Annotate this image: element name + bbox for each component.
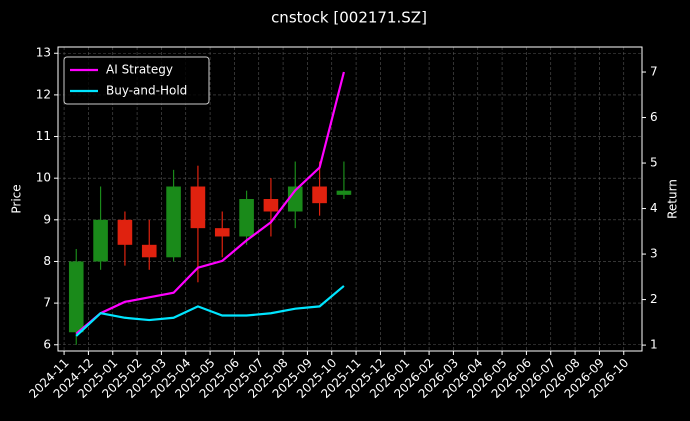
y2-tick-label: 5 (650, 156, 658, 170)
legend-label: Buy-and-Hold (106, 84, 187, 98)
candle-body (312, 186, 327, 204)
candle-body (117, 219, 133, 245)
candle-body (141, 244, 157, 258)
candle-body (263, 199, 279, 212)
plot-frame (57, 46, 643, 352)
candle-body (68, 261, 84, 333)
y-tick-label: 10 (36, 171, 51, 185)
y2-tick-label: 2 (650, 292, 658, 306)
candle-body (287, 186, 303, 212)
y2-tick-label: 3 (650, 247, 658, 261)
legend-label: AI Strategy (106, 63, 173, 77)
candle-body (190, 186, 206, 229)
y2-tick-label: 7 (650, 65, 658, 79)
y-axis-label: Price (10, 184, 24, 213)
chart-title: cnstock [002171.SZ] (271, 9, 427, 27)
candle-body (93, 219, 108, 262)
y2-tick-label: 6 (650, 110, 658, 124)
y2-tick-label: 1 (650, 338, 658, 352)
y-tick-label: 11 (36, 129, 51, 143)
legend-box (63, 56, 210, 105)
line-series (75, 285, 345, 337)
candle-body (336, 190, 352, 195)
y-tick-label: 7 (43, 296, 51, 310)
line-series (75, 71, 345, 335)
candle-body (214, 228, 230, 237)
candle-body (166, 186, 181, 258)
y2-axis-label: Return (666, 179, 680, 219)
y-tick-label: 6 (43, 337, 51, 351)
candle-body (239, 199, 254, 237)
y-tick-label: 13 (36, 46, 51, 60)
y2-tick-label: 4 (650, 201, 658, 215)
y-tick-label: 8 (43, 254, 51, 268)
y-tick-label: 9 (43, 212, 51, 226)
y-tick-label: 12 (36, 87, 51, 101)
